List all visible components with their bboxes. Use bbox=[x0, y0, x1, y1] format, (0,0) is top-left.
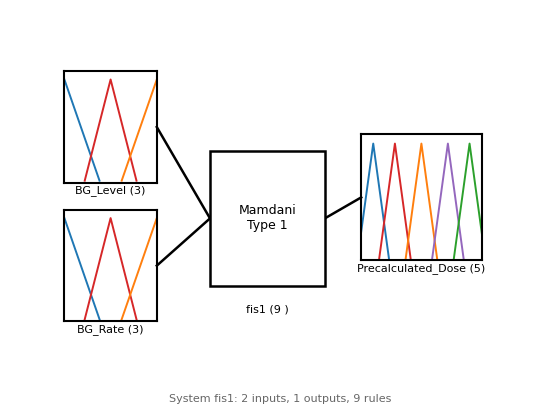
Text: Mamdani
Type 1: Mamdani Type 1 bbox=[239, 205, 296, 232]
Text: fis1 (9 ): fis1 (9 ) bbox=[246, 304, 289, 315]
Text: System fis1: 2 inputs, 1 outputs, 9 rules: System fis1: 2 inputs, 1 outputs, 9 rule… bbox=[169, 394, 391, 404]
Bar bbox=[210, 151, 325, 286]
X-axis label: BG_Level (3): BG_Level (3) bbox=[76, 186, 146, 197]
X-axis label: Precalculated_Dose (5): Precalculated_Dose (5) bbox=[357, 263, 486, 274]
X-axis label: BG_Rate (3): BG_Rate (3) bbox=[77, 324, 144, 335]
